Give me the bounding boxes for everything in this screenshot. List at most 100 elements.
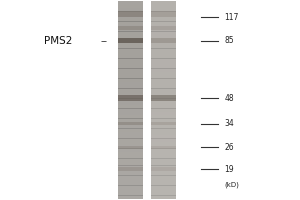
Bar [151, 179, 176, 182]
Bar [118, 95, 143, 99]
Bar [118, 118, 143, 122]
Bar [118, 88, 143, 92]
Bar [151, 182, 176, 186]
Bar [151, 75, 176, 79]
Bar [118, 152, 143, 155]
Bar [118, 162, 143, 166]
Bar [151, 115, 176, 119]
Bar [118, 158, 143, 162]
Bar [118, 26, 143, 30]
Bar [151, 102, 176, 105]
Bar [118, 175, 143, 179]
Bar [118, 167, 143, 171]
Text: (kD): (kD) [224, 182, 239, 188]
Bar [118, 125, 143, 129]
Bar [118, 48, 143, 52]
Bar [118, 62, 143, 65]
Bar [118, 115, 143, 119]
Bar [151, 18, 176, 22]
Bar [151, 82, 176, 85]
Bar [118, 112, 143, 115]
Bar [118, 92, 143, 95]
Bar [151, 38, 176, 42]
Bar [151, 95, 176, 99]
Bar [151, 152, 176, 155]
Bar [118, 5, 143, 8]
Bar [118, 78, 143, 82]
Bar [151, 62, 176, 65]
Text: --: -- [101, 36, 108, 46]
Bar [151, 98, 176, 102]
Bar [151, 155, 176, 159]
Bar [151, 95, 176, 101]
Bar [151, 11, 176, 17]
Bar [151, 148, 176, 152]
Bar [118, 45, 143, 49]
Bar [118, 165, 143, 169]
Bar [151, 78, 176, 82]
Bar [151, 167, 176, 171]
Bar [118, 38, 143, 43]
Bar [118, 35, 143, 38]
Bar [118, 122, 143, 125]
Bar [151, 48, 176, 52]
Text: 26: 26 [224, 143, 234, 152]
Bar [151, 145, 176, 149]
Bar [118, 8, 143, 12]
Bar [151, 42, 176, 45]
Bar [118, 102, 143, 105]
Bar [118, 108, 143, 112]
Bar [151, 169, 176, 172]
Text: 34: 34 [224, 119, 234, 128]
Bar [151, 142, 176, 145]
Bar [151, 15, 176, 18]
Bar [118, 182, 143, 186]
Bar [151, 31, 176, 35]
Bar [118, 42, 143, 45]
Bar [118, 11, 143, 15]
Bar [151, 146, 176, 149]
Bar [118, 185, 143, 189]
Bar [118, 28, 143, 32]
Bar [151, 85, 176, 89]
Bar [118, 105, 143, 109]
Bar [118, 72, 143, 75]
Bar [118, 25, 143, 28]
Bar [151, 165, 176, 169]
Bar [151, 189, 176, 192]
Bar [118, 135, 143, 139]
Bar [118, 98, 143, 102]
Bar [151, 35, 176, 38]
Bar [151, 135, 176, 139]
Bar [118, 1, 143, 199]
Bar [151, 1, 176, 199]
Bar [151, 92, 176, 95]
Bar [118, 15, 143, 18]
Bar [151, 112, 176, 115]
Bar [118, 138, 143, 142]
Bar [151, 122, 176, 125]
Bar [151, 122, 176, 125]
Bar [118, 179, 143, 182]
Bar [118, 128, 143, 132]
Bar [118, 18, 143, 22]
Bar [118, 95, 143, 101]
Bar [151, 105, 176, 109]
Bar [118, 21, 143, 25]
Text: 85: 85 [224, 36, 234, 45]
Bar [151, 132, 176, 135]
Bar [118, 145, 143, 149]
Bar [118, 65, 143, 69]
Bar [118, 11, 143, 17]
Bar [151, 65, 176, 69]
Bar [118, 195, 143, 199]
Bar [151, 108, 176, 112]
Bar [118, 52, 143, 55]
Bar [118, 75, 143, 79]
Bar [151, 21, 176, 25]
Bar [118, 68, 143, 72]
Bar [151, 138, 176, 142]
Bar [151, 58, 176, 62]
Bar [118, 199, 143, 200]
Bar [118, 146, 143, 149]
